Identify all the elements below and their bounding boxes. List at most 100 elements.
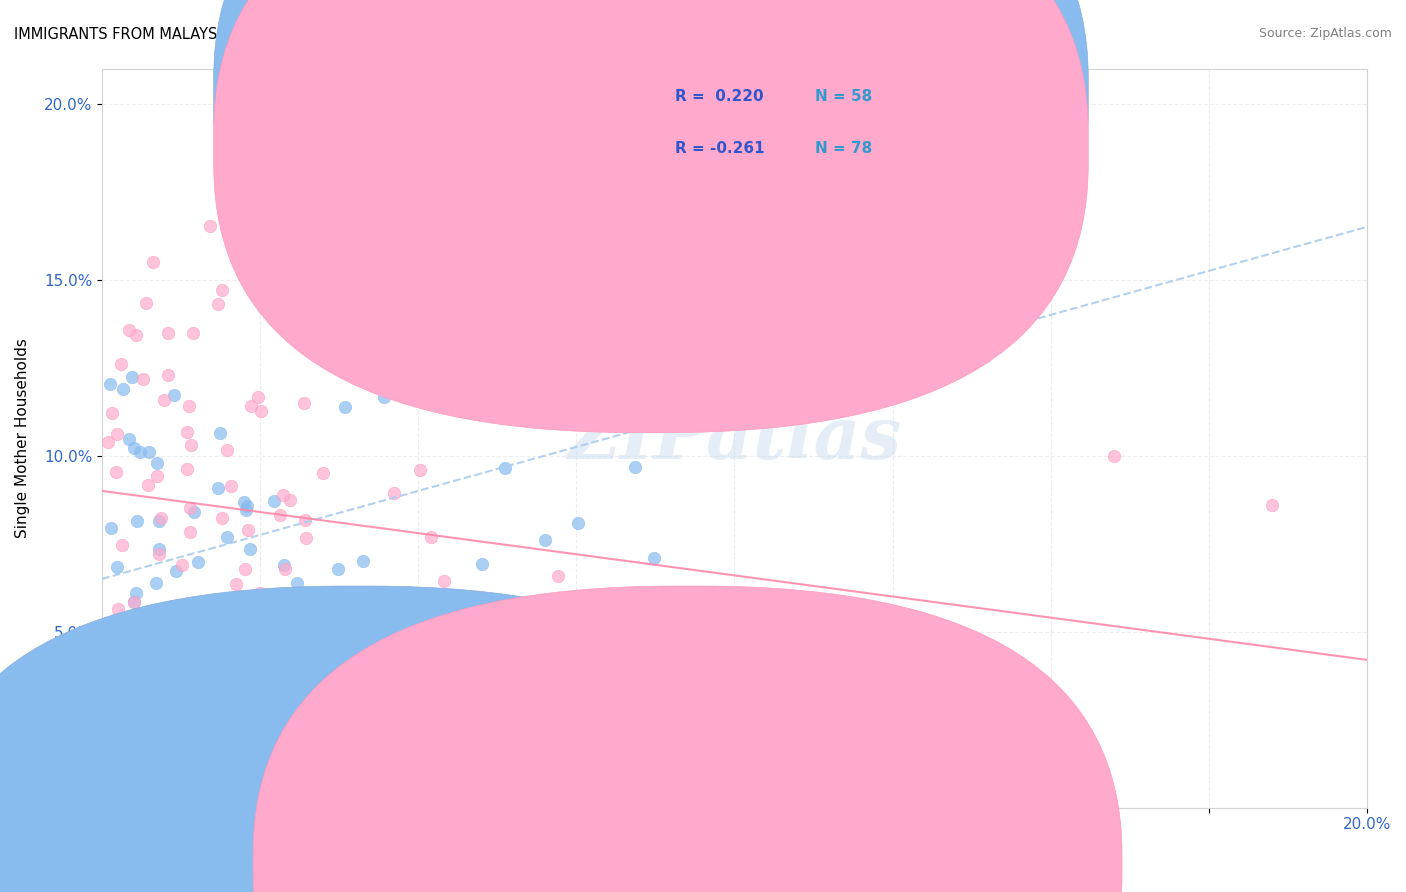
Point [157,326,180,340]
Point [97,659,120,673]
Point [111,538,134,552]
Point [240,399,263,413]
Point [163,388,186,402]
Point [269,508,291,522]
Point [118,323,141,337]
Point [447,677,470,691]
Point [146,468,169,483]
Point [98,377,121,392]
Point [319,624,342,639]
Point [180,606,202,620]
Point [131,372,153,386]
Point [125,585,148,599]
Point [239,541,262,556]
Y-axis label: Single Mother Households: Single Mother Households [15,338,30,538]
Point [142,255,165,269]
Point [195,690,218,704]
Point [211,283,233,297]
Point [291,695,314,709]
Point [266,664,288,678]
Point [177,399,200,413]
Point [420,530,443,544]
Point [273,558,295,572]
Point [271,487,294,501]
Point [367,638,389,652]
Point [494,461,516,475]
Point [105,560,128,574]
Point [211,511,233,525]
Text: IMMIGRANTS FROM MALAYSIA VS IMMIGRANTS FROM NICARAGUA SINGLE MOTHER HOUSEHOLDS C: IMMIGRANTS FROM MALAYSIA VS IMMIGRANTS F… [14,27,887,42]
Point [205,621,228,635]
Point [250,404,273,418]
Point [240,695,263,709]
Point [217,530,239,544]
Text: ZIPatlas: ZIPatlas [568,402,901,474]
Point [246,591,269,605]
Point [176,462,198,476]
Point [124,442,146,456]
Point [204,596,226,610]
Text: R = -0.261: R = -0.261 [675,141,765,155]
Point [122,658,145,673]
Point [138,445,160,459]
Point [107,601,129,615]
Point [567,516,589,531]
Point [176,425,198,440]
Point [643,551,665,566]
Point [128,445,150,459]
Point [231,667,253,681]
Point [716,695,738,709]
Point [352,554,374,568]
Point [148,514,170,528]
Point [215,443,238,458]
Point [326,561,349,575]
Text: Immigrants from Malaysia: Immigrants from Malaysia [392,855,592,870]
Point [247,390,270,404]
Point [198,607,221,621]
Point [187,555,209,569]
Point [219,479,242,493]
Point [143,612,166,626]
Point [183,504,205,518]
Point [198,219,221,233]
Point [207,297,229,311]
Point [157,368,180,382]
Point [373,390,395,404]
Point [180,438,202,452]
Point [249,586,271,600]
Point [110,357,132,371]
Point [180,695,202,709]
Point [101,695,124,709]
Point [263,494,285,508]
Point [273,562,295,576]
Text: N = 58: N = 58 [815,89,873,103]
Point [172,558,194,572]
Point [235,624,257,639]
Point [165,565,187,579]
Text: R =  0.220: R = 0.220 [675,89,763,103]
Point [534,533,557,547]
Point [433,574,456,588]
Point [150,511,173,525]
Point [100,406,122,420]
Point [280,493,302,508]
Point [208,425,231,440]
Point [1261,498,1284,512]
Point [145,576,167,591]
Point [121,651,143,665]
Text: Source: ZipAtlas.com: Source: ZipAtlas.com [1258,27,1392,40]
Text: Immigrants from Nicaragua: Immigrants from Nicaragua [710,855,921,870]
Point [207,482,229,496]
Point [111,382,134,396]
Point [312,467,335,481]
Point [107,695,129,709]
Point [232,495,254,509]
Point [294,592,316,607]
Point [162,647,184,661]
Point [118,614,141,628]
Point [294,513,316,527]
Point [150,616,173,631]
Point [179,525,201,540]
Point [389,695,412,709]
Point [132,673,155,687]
